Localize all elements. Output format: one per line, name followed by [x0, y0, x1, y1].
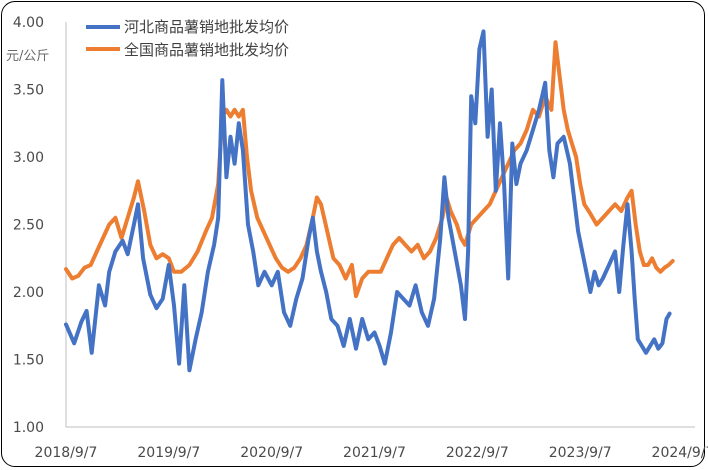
axes: 1.00 1.50 2.00 2.50 3.00 3.50 4.00 2018/9/7 2019…	[13, 15, 708, 461]
y-axis-unit-label: 元/公斤	[6, 49, 49, 64]
x-tick-label: 2019/9/7	[137, 445, 200, 461]
y-tick-label: 4.00	[13, 15, 44, 31]
x-tick-label: 2018/9/7	[35, 445, 98, 461]
x-tick-label: 2022/9/7	[446, 445, 509, 461]
y-tick-label: 2.50	[13, 218, 44, 234]
y-tick-label: 1.00	[13, 420, 44, 436]
y-tick-label: 2.00	[13, 285, 44, 301]
x-tick-label: 2023/9/7	[549, 445, 612, 461]
x-tick-label: 2021/9/7	[343, 445, 406, 461]
y-tick-label: 3.00	[13, 150, 44, 166]
series-line-national	[64, 40, 675, 299]
series-line-hebei	[64, 29, 672, 373]
series-lines	[64, 29, 675, 373]
y-tick-label: 1.50	[13, 353, 44, 369]
legend-label-national: 全国商品薯销地批发均价	[124, 41, 289, 59]
y-tick-label: 3.50	[13, 83, 44, 99]
legend: 河北商品薯销地批发均价 全国商品薯销地批发均价	[86, 18, 289, 59]
legend-label-hebei: 河北商品薯销地批发均价	[124, 18, 289, 36]
x-tick-label: 2020/9/7	[240, 445, 303, 461]
x-tick-label: 2024/9/7	[652, 445, 708, 461]
